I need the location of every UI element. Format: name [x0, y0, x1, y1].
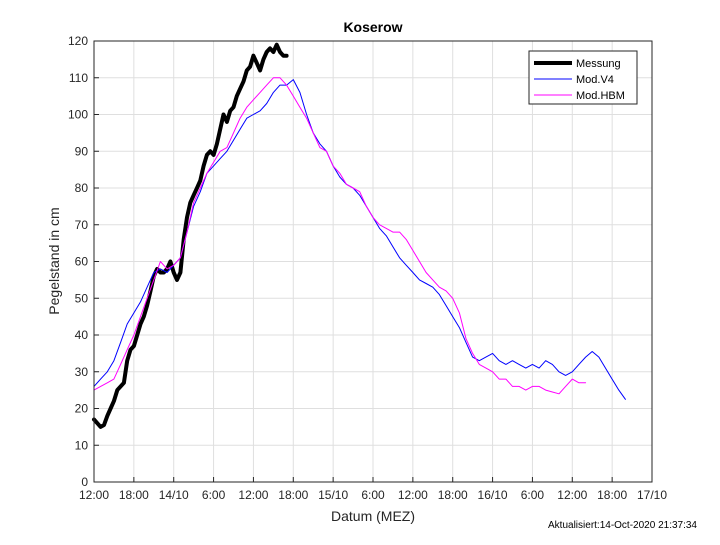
y-tick-label: 20 — [75, 402, 89, 416]
y-tick-label: 110 — [69, 71, 88, 85]
x-tick-label: 12:00 — [79, 488, 109, 502]
legend-label: Mod.V4 — [576, 74, 614, 86]
legend-label: Mod.HBM — [576, 90, 625, 102]
y-tick-label: 90 — [75, 144, 89, 158]
x-tick-label: 12:00 — [398, 488, 428, 502]
x-tick-label: 6:00 — [361, 488, 385, 502]
x-tick-label: 18:00 — [278, 488, 308, 502]
x-tick-label: 15/10 — [318, 488, 348, 502]
y-tick-label: 10 — [75, 438, 89, 452]
x-tick-label: 18:00 — [438, 488, 468, 502]
x-tick-label: 18:00 — [119, 488, 149, 502]
y-tick-label: 30 — [75, 365, 89, 379]
legend-label: Messung — [576, 58, 621, 70]
y-tick-label: 40 — [75, 328, 89, 342]
legend: Messung Mod.V4 Mod.HBM — [528, 50, 638, 105]
x-tick-label: 18:00 — [597, 488, 627, 502]
series-layer — [92, 42, 626, 429]
y-tick-label: 70 — [75, 218, 89, 232]
y-tick-label: 50 — [75, 291, 89, 305]
x-tick-label: 17/10 — [637, 488, 667, 502]
x-tick-label: 16/10 — [478, 488, 508, 502]
x-axis: 12:00 18:00 14/10 6:00 12:00 18:00 15/10 6:00 12… — [79, 477, 667, 502]
x-tick-label: 6:00 — [202, 488, 226, 502]
y-tick-label: 60 — [75, 255, 89, 269]
series-line-messung — [92, 42, 289, 429]
x-tick-label: 12:00 — [557, 488, 587, 502]
y-tick-label: 100 — [68, 108, 88, 122]
y-axis-label: Pegelstand in cm — [46, 207, 62, 314]
x-tick-label: 6:00 — [521, 488, 545, 502]
y-tick-label: 80 — [75, 181, 89, 195]
series-line-mod-hbm — [93, 77, 587, 395]
x-axis-label: Datum (MEZ) — [331, 508, 415, 524]
y-tick-label: 0 — [81, 475, 88, 489]
updated-timestamp: Aktualisiert:14-Oct-2020 21:37:34 — [548, 520, 697, 531]
x-tick-label: 12:00 — [238, 488, 268, 502]
x-tick-label: 14/10 — [159, 488, 189, 502]
y-tick-label: 120 — [68, 34, 88, 48]
y-axis: 0 10 20 30 40 50 60 70 80 90 100 110 120 — [68, 34, 99, 489]
chart-title: Koserow — [343, 19, 402, 35]
